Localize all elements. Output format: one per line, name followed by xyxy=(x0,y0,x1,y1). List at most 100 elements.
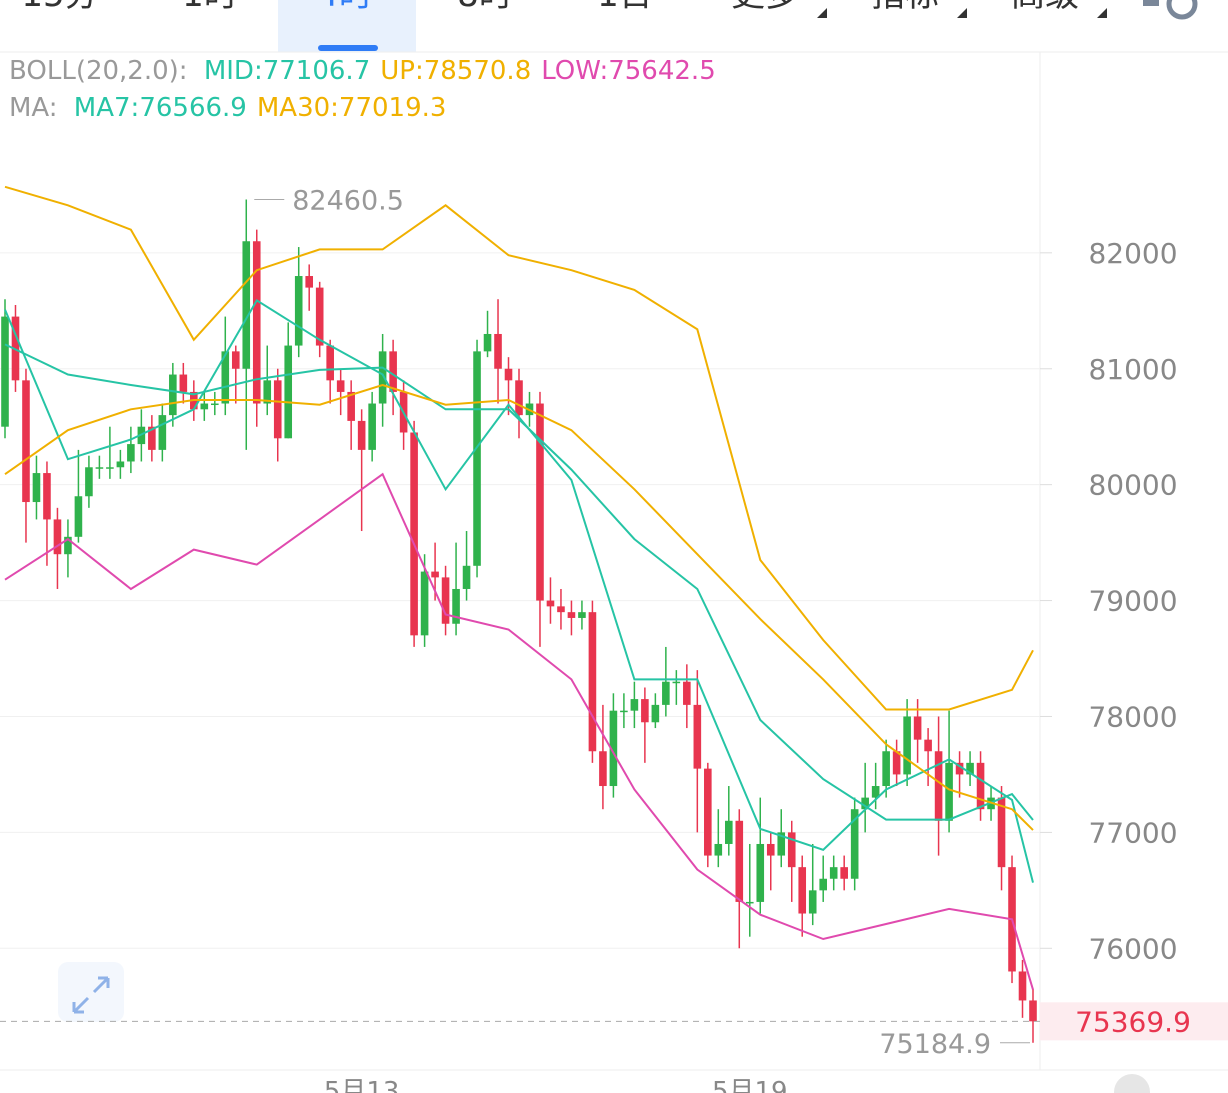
tab[interactable]: 指标 xyxy=(871,0,939,15)
candle-body xyxy=(294,276,303,346)
legend-entry: MA7: xyxy=(73,93,140,123)
x-tick-label: 5月19 xyxy=(712,1077,788,1093)
y-tick-label: 77000 xyxy=(1088,816,1177,849)
candle-body xyxy=(273,380,282,439)
candle-body xyxy=(169,374,177,416)
tab-arrow[interactable] xyxy=(957,8,967,18)
legend-entry: MID: xyxy=(203,56,263,86)
candle-body xyxy=(378,351,387,404)
min-label: 75184.9 xyxy=(879,1029,991,1060)
candle-body xyxy=(1018,971,1027,1001)
last-price-label: 75369.9 xyxy=(1075,1005,1191,1038)
scroll-button[interactable] xyxy=(1114,1074,1150,1093)
tab[interactable]: 15分 xyxy=(21,0,98,15)
y-tick-label: 81000 xyxy=(1088,353,1177,386)
legend-entry: 75642.5 xyxy=(608,56,716,86)
candle-body xyxy=(924,739,932,752)
candle-body xyxy=(546,600,555,607)
tab[interactable]: 更多 xyxy=(731,0,799,15)
tab-arrow[interactable] xyxy=(1097,8,1107,18)
candle-body xyxy=(452,588,460,624)
candle-body xyxy=(567,612,576,618)
indicator-line xyxy=(4,343,1034,821)
candle-body xyxy=(389,351,397,392)
settings-icon[interactable] xyxy=(1143,0,1198,20)
candle-body xyxy=(357,420,366,450)
candle-body xyxy=(106,467,114,469)
candle-body xyxy=(315,287,324,346)
candle-body xyxy=(347,391,355,421)
legend-entry: LOW: xyxy=(541,56,609,86)
candle-body xyxy=(609,710,618,787)
candle-body xyxy=(179,374,188,392)
tab[interactable]: 1日 xyxy=(597,0,653,15)
indicator-line xyxy=(4,185,1034,711)
y-tick-label: 82000 xyxy=(1088,237,1177,270)
candle-body xyxy=(242,241,251,369)
candle-body xyxy=(724,820,733,844)
candle-body xyxy=(976,762,985,810)
candle-body xyxy=(221,351,230,404)
candle-body xyxy=(200,403,209,410)
candle-body xyxy=(1029,1000,1037,1022)
candle-body xyxy=(745,901,754,904)
ma-legend: MA: MA7:76566.9 MA30:77019.3 xyxy=(9,93,456,123)
candle-body xyxy=(693,704,702,769)
legend-entry: UP: xyxy=(380,56,424,86)
legend-entry: 76566.9 xyxy=(139,93,247,123)
indicator-line xyxy=(4,472,1034,990)
candle-body xyxy=(934,751,943,821)
candle-body xyxy=(326,345,334,381)
candle-body xyxy=(903,716,911,775)
candle-body xyxy=(683,681,691,705)
y-tick-label: 78000 xyxy=(1088,700,1177,733)
candle-body xyxy=(116,461,125,468)
boll-legend: BOLL(20,2.0): MID:77106.7 UP:78570.8 LOW:7… xyxy=(9,56,726,86)
candle-body xyxy=(515,380,523,416)
candle-body xyxy=(504,368,513,381)
candle-body xyxy=(861,797,869,810)
tab[interactable]: 8时 xyxy=(457,0,513,15)
legend-label: BOLL(20,2.0): xyxy=(9,56,188,86)
candle-body xyxy=(43,473,51,520)
candle-body xyxy=(483,333,492,352)
candle-body xyxy=(913,716,922,740)
tab[interactable]: 4时 xyxy=(317,0,373,15)
legend-entry: 77106.7 xyxy=(262,56,371,86)
candle-body xyxy=(882,751,890,787)
candle-body xyxy=(148,426,156,450)
candle-body xyxy=(284,345,293,439)
candle-body xyxy=(578,612,586,618)
candle-body xyxy=(557,606,565,613)
candle-body xyxy=(473,351,481,566)
candle-body xyxy=(735,820,744,902)
candle-body xyxy=(829,867,838,879)
candle-body xyxy=(263,380,272,404)
candle-body xyxy=(798,867,807,914)
y-tick-label: 80000 xyxy=(1088,469,1177,502)
tab[interactable]: 1时 xyxy=(182,0,238,15)
candle-body xyxy=(766,843,775,856)
candle-body xyxy=(158,415,167,450)
candle-body xyxy=(777,832,786,856)
expand-icon[interactable] xyxy=(58,962,124,1022)
candle-body xyxy=(599,751,607,787)
candle-body xyxy=(420,571,429,636)
candle-body xyxy=(945,762,953,821)
candle-body xyxy=(704,768,712,856)
tab-arrow[interactable] xyxy=(817,8,827,18)
candle-body xyxy=(892,751,901,775)
indicator-line xyxy=(4,299,1034,883)
candle-body xyxy=(74,496,83,537)
candle-body xyxy=(64,536,72,555)
candle-body xyxy=(1,316,9,427)
candle-body xyxy=(840,867,848,879)
tab[interactable]: 高级 xyxy=(1011,0,1079,15)
candle-body xyxy=(871,786,880,798)
candle-body xyxy=(494,333,502,369)
candle-body xyxy=(662,681,670,705)
legend-entry: 77019.3 xyxy=(338,93,447,123)
legend-label: MA: xyxy=(9,93,58,123)
candle-body xyxy=(252,241,261,404)
